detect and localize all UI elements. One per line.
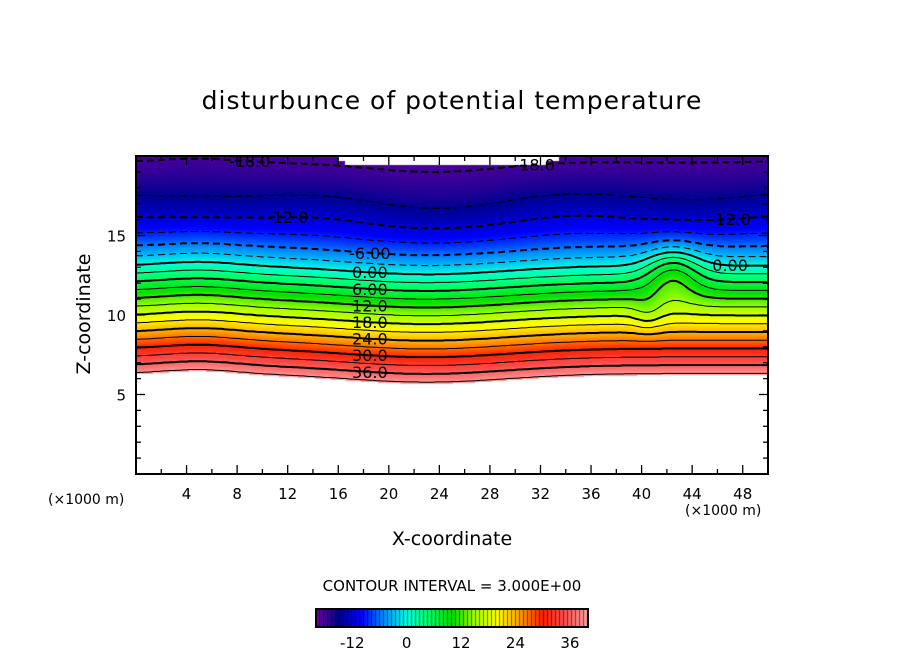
contour-label: -12.0 <box>267 208 308 227</box>
contour-line-15 <box>135 300 768 317</box>
x-tick-label: 40 <box>632 485 651 503</box>
y-tick-label: 10 <box>107 307 126 325</box>
x-unit-label-right: (×1000 m) <box>685 503 762 519</box>
colorbar-tick-label: 12 <box>452 634 471 652</box>
colorbar-tick-label: -12 <box>340 634 365 652</box>
x-tick-label: 16 <box>329 485 348 503</box>
colorbar-tick-label: 36 <box>560 634 579 652</box>
contour-line-24 <box>136 327 768 342</box>
contour-label: 12.0 <box>352 297 388 316</box>
colorbar-frame <box>315 608 589 628</box>
contour-line-36 <box>136 360 768 375</box>
x-tick-label: 4 <box>182 485 192 503</box>
x-tick-label: 32 <box>531 485 550 503</box>
contour-label: -12.0 <box>709 210 750 229</box>
x-tick-label: 44 <box>683 485 702 503</box>
x-axis-label: X-coordinate <box>391 528 513 550</box>
contour-label: -6.00 <box>349 244 390 263</box>
contour-line--3 <box>136 246 768 267</box>
contour-line-12 <box>135 279 768 309</box>
contour-label: 0.00 <box>712 256 748 275</box>
contour-label: 24.0 <box>352 330 388 349</box>
contour-label: 30.0 <box>352 346 388 365</box>
contour-line-33 <box>136 352 768 366</box>
contour-line-30 <box>136 343 768 359</box>
x-tick-label: 48 <box>733 485 752 503</box>
contour-label: -18.0 <box>513 156 554 175</box>
colorbar-fill <box>316 609 588 627</box>
contour-line-18 <box>136 310 768 326</box>
x-tick-label: 28 <box>480 485 499 503</box>
colorbar-tick-label: 0 <box>402 634 412 652</box>
contour-label: 6.00 <box>352 280 388 299</box>
contour-line-9 <box>135 269 768 300</box>
x-tick-label: 12 <box>278 485 297 503</box>
contour-label: 36.0 <box>352 363 388 382</box>
x-tick-label: 8 <box>232 485 242 503</box>
contour-line--18 <box>136 157 768 174</box>
contour-label: 0.00 <box>352 263 388 282</box>
contour-line--6 <box>136 239 768 257</box>
x-tick-label: 36 <box>581 485 600 503</box>
contour-line-3 <box>135 256 768 284</box>
contour-line--12 <box>136 214 769 230</box>
contour-line--15 <box>135 193 769 209</box>
contour-line-27 <box>136 336 768 350</box>
chart-title: disturbunce of potential temperature <box>201 86 703 115</box>
contour-line-0 <box>136 251 768 276</box>
contour-line--9 <box>136 231 769 244</box>
contour-interval-label: CONTOUR INTERVAL = 3.000E+00 <box>322 577 582 595</box>
contour-line-39 <box>135 369 768 383</box>
x-unit-label-left: (×1000 m) <box>48 492 125 508</box>
x-tick-label: 20 <box>379 485 398 503</box>
contour-line-21 <box>136 319 768 333</box>
contour-label: 18.0 <box>352 313 388 332</box>
contour-line-6 <box>135 262 768 292</box>
y-tick-label: 5 <box>116 387 126 405</box>
y-axis-label: Z-coordinate <box>73 253 95 375</box>
y-tick-label: 15 <box>107 228 126 246</box>
x-tick-label: 24 <box>430 485 449 503</box>
colorbar-tick-label: 24 <box>506 634 525 652</box>
